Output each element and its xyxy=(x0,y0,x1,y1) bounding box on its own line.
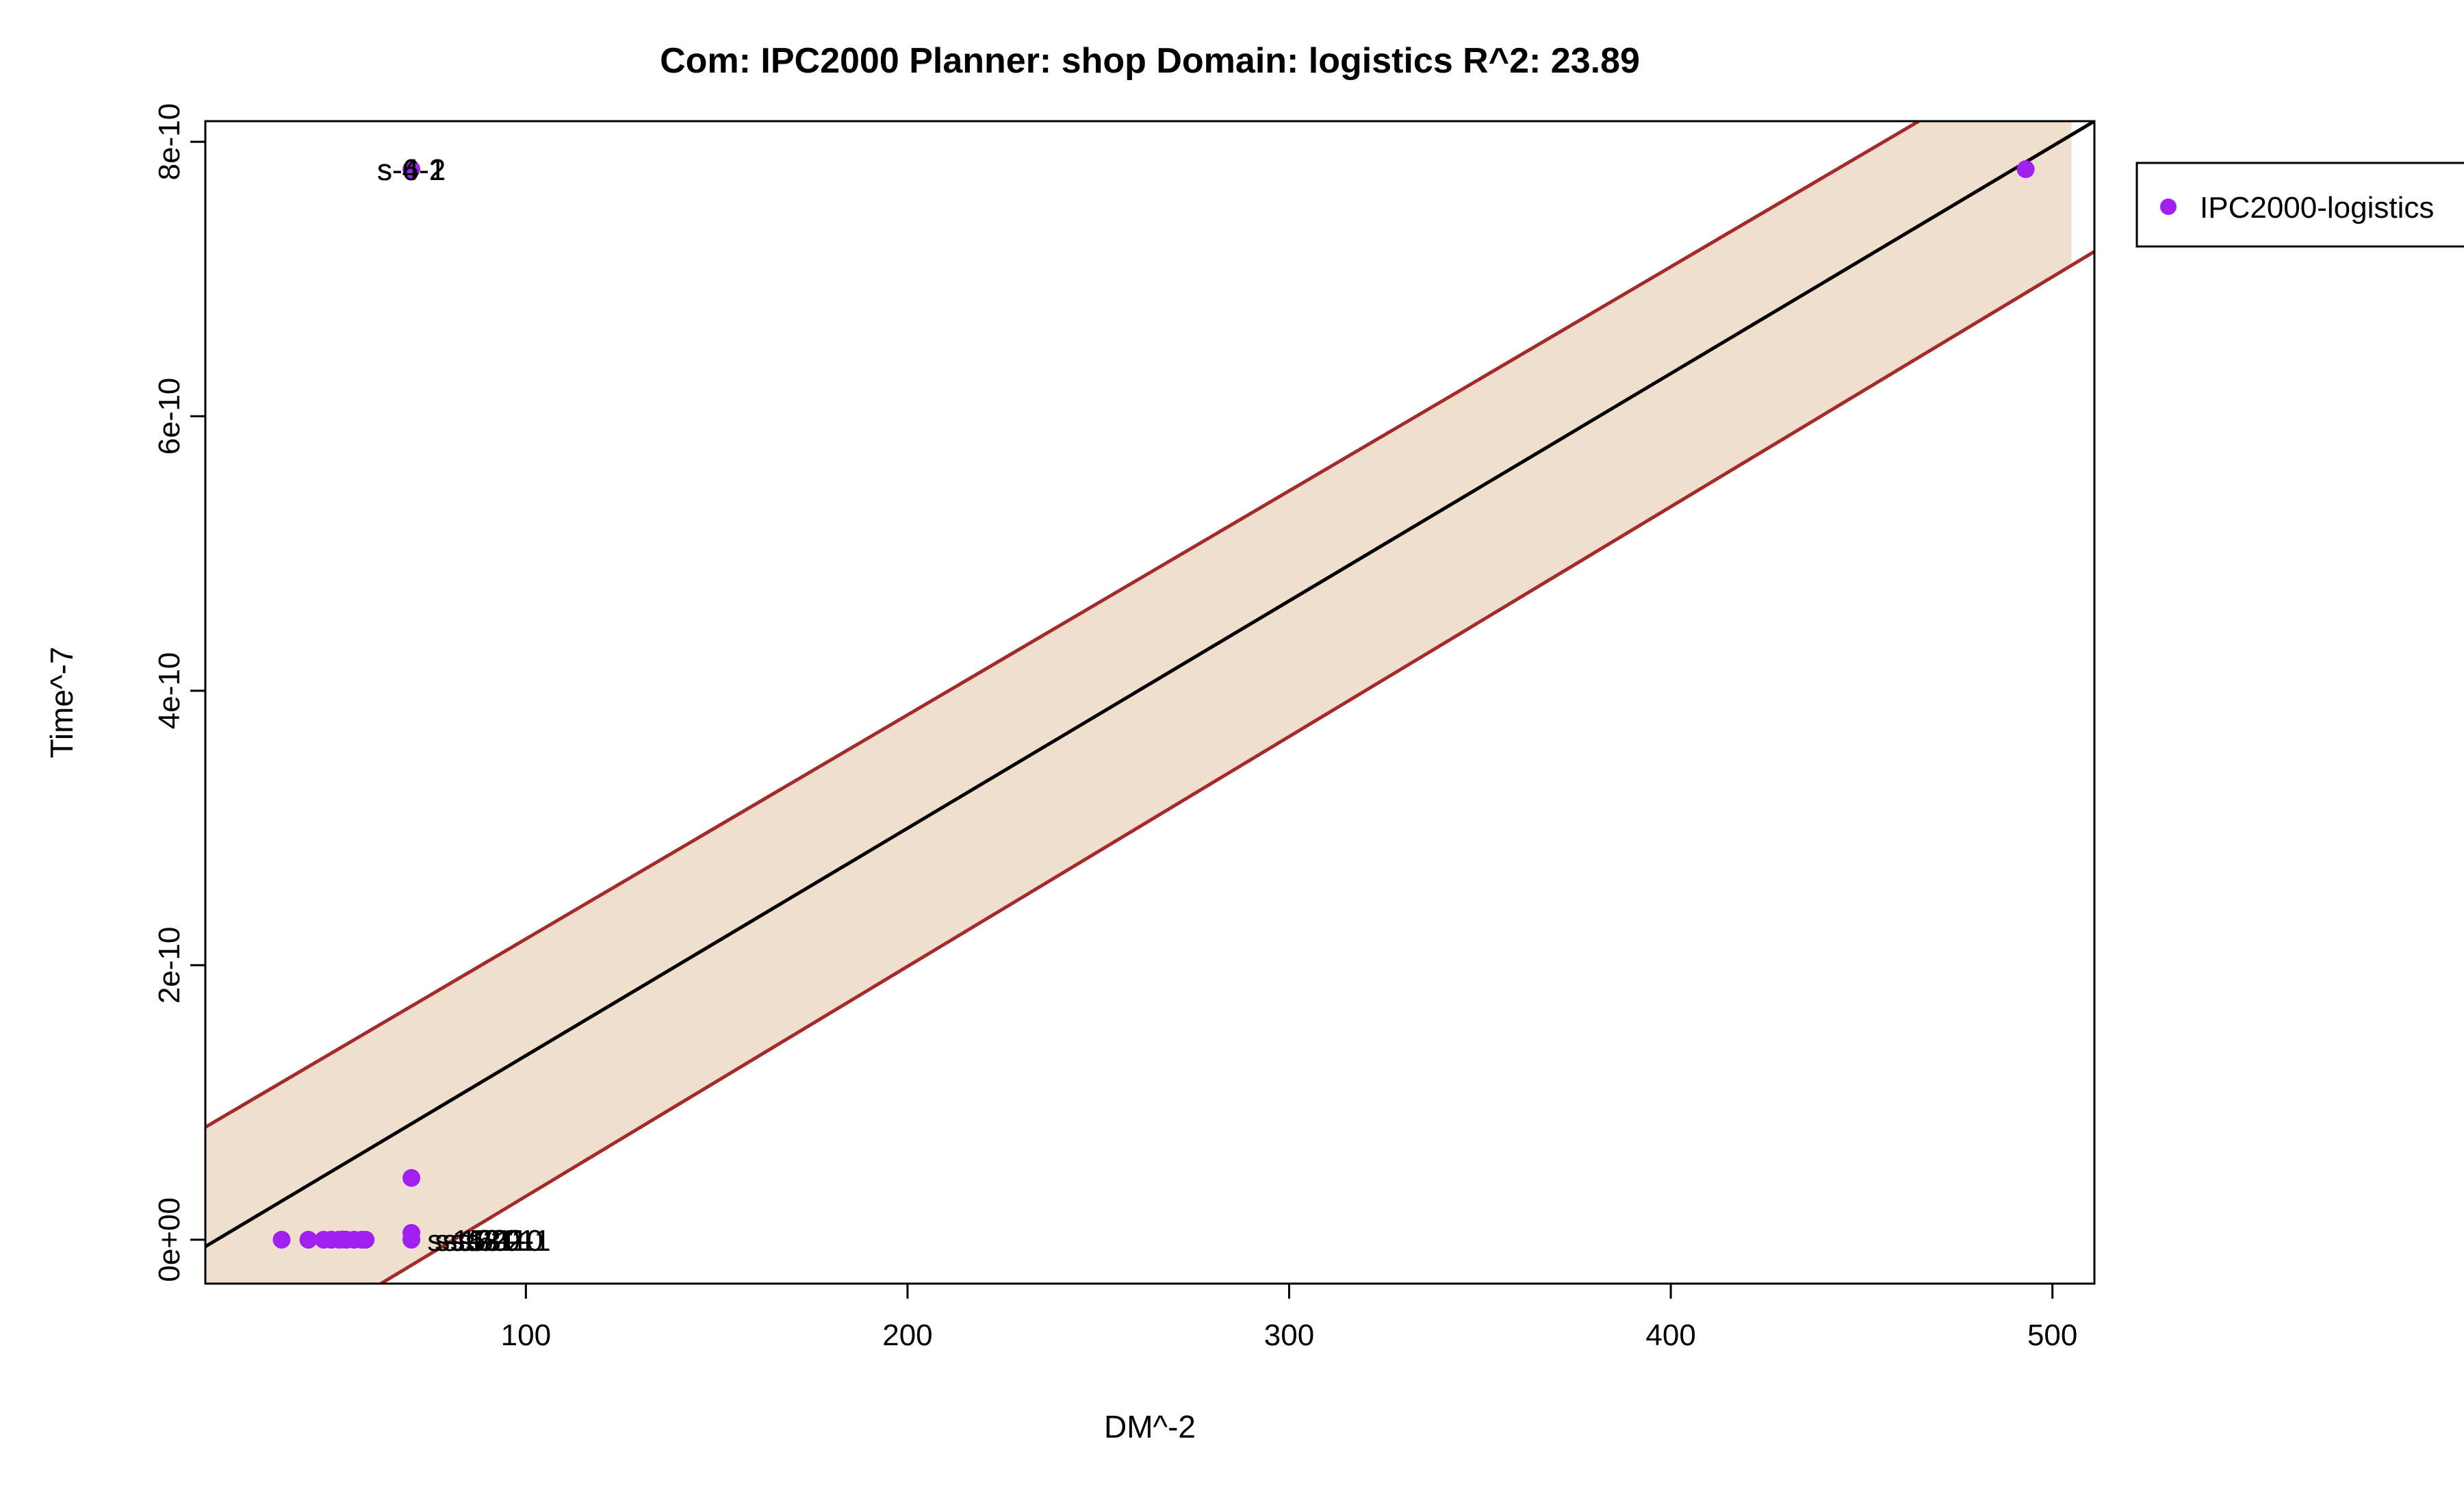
data-point xyxy=(402,1169,421,1187)
point-label: s-22-1 xyxy=(465,1224,551,1258)
x-tick-label: 100 xyxy=(501,1319,551,1352)
data-point xyxy=(272,1230,291,1249)
legend-marker xyxy=(2160,199,2177,215)
y-tick-label: 6e-10 xyxy=(153,378,186,455)
prediction-band xyxy=(205,121,2072,1284)
y-tick-label: 8e-10 xyxy=(153,103,186,181)
legend-entry-ipc2000-logistics: IPC2000-logistics xyxy=(2200,191,2434,225)
y-axis: 0e+00 2e-10 4e-10 6e-10 8e-10 xyxy=(153,103,207,1282)
point-label: s-6-2 xyxy=(377,153,446,187)
band-area xyxy=(205,121,2072,1284)
point-label: s-4-1 xyxy=(377,153,446,187)
data-points xyxy=(272,160,2035,1249)
chart-title: Com: IPC2000 Planner: shop Domain: logis… xyxy=(660,41,1640,81)
x-tick-label: 400 xyxy=(1645,1319,1695,1352)
x-axis-label: DM^-2 xyxy=(1104,1409,1196,1445)
y-tick-label: 2e-10 xyxy=(153,927,186,1004)
x-tick-label: 200 xyxy=(882,1319,932,1352)
point-label: s-15-1 xyxy=(427,1224,513,1258)
legend-box xyxy=(2135,162,2464,248)
point-label: s-18-1 xyxy=(443,1224,528,1258)
point-label: s-6-1 xyxy=(377,153,446,187)
fit-line xyxy=(205,121,2094,1249)
point-annotations: s-6-1s-6-2s-4-1s-4-2 s-15-1s-16-0s-18-1s-… xyxy=(377,153,551,1258)
upper-bound-line xyxy=(205,121,1920,1129)
point-label: s-21-0 xyxy=(458,1224,543,1258)
x-tick-label: 300 xyxy=(1264,1319,1314,1352)
point-label: s-4-2 xyxy=(377,153,446,187)
y-axis-label: Time^-7 xyxy=(44,647,79,759)
data-point xyxy=(2016,160,2035,179)
data-point xyxy=(357,1230,375,1249)
data-point xyxy=(299,1230,318,1249)
x-axis: 100 200 300 400 500 xyxy=(501,1282,2077,1352)
point-label: s-20-1 xyxy=(450,1224,536,1258)
point-label: s-16-0 xyxy=(435,1224,520,1258)
y-tick-label: 0e+00 xyxy=(153,1197,186,1282)
lower-bound-line xyxy=(380,250,2094,1284)
legend: IPC2000-logistics xyxy=(2135,162,2464,248)
regression-lines xyxy=(205,121,2094,1284)
data-point xyxy=(402,160,421,179)
x-tick-label: 500 xyxy=(2027,1319,2077,1352)
data-point xyxy=(402,1230,421,1249)
y-tick-label: 4e-10 xyxy=(153,652,186,730)
